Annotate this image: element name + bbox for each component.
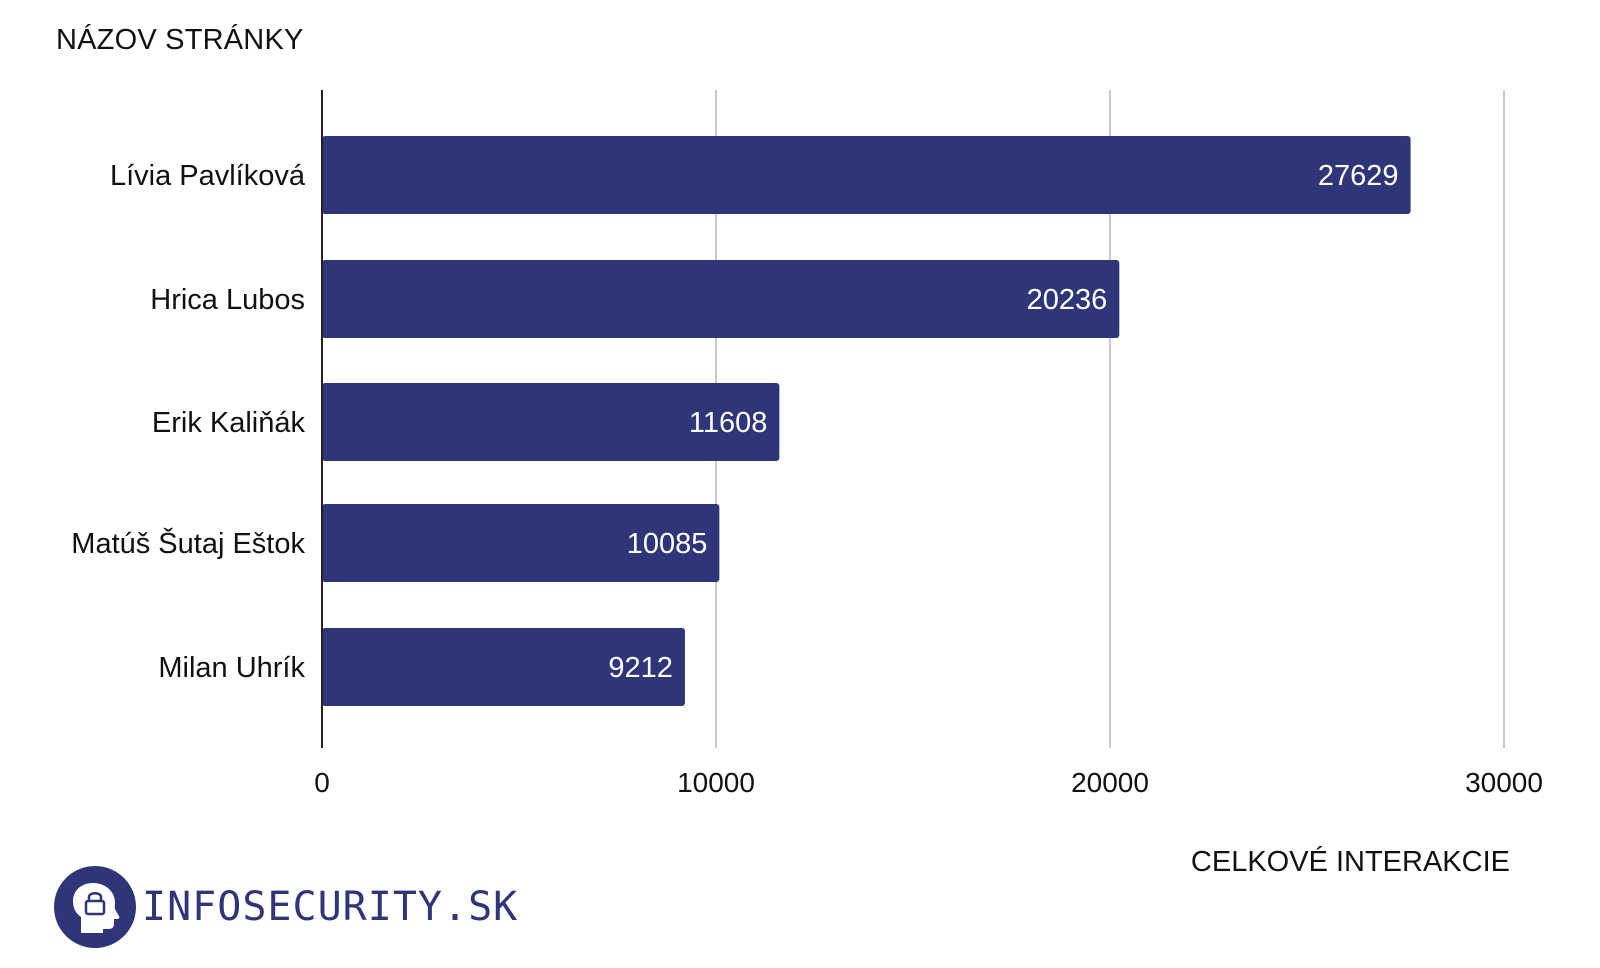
bar-value-label: 11608 — [689, 407, 768, 439]
y-axis-title: NÁZOV STRÁNKY — [56, 24, 304, 56]
category-label: Hrica Lubos — [150, 284, 305, 316]
bar — [322, 136, 1411, 214]
x-tick-label: 30000 — [1465, 767, 1543, 798]
brand-name: INFOSECURITY.SK — [142, 884, 519, 930]
bar — [322, 260, 1120, 338]
x-axis-title: CELKOVÉ INTERAKCIE — [1190, 846, 1510, 878]
category-label: Erik Kaliňák — [152, 407, 306, 439]
category-label: Lívia Pavlíková — [110, 160, 306, 192]
x-tick-label: 0 — [314, 767, 330, 798]
x-tick-label: 10000 — [677, 767, 755, 798]
bar — [322, 383, 780, 461]
bar-value-label: 27629 — [1318, 160, 1399, 192]
x-tick-label: 20000 — [1071, 767, 1149, 798]
bar — [322, 504, 720, 582]
brand-logo: INFOSECURITY.SK — [54, 866, 518, 948]
bar — [322, 628, 685, 706]
bar-value-label: 20236 — [1027, 284, 1108, 316]
bar-value-label: 9212 — [608, 652, 673, 684]
bar-value-label: 10085 — [627, 528, 708, 560]
head-with-padlock-icon — [54, 866, 136, 948]
category-label: Matúš Šutaj Eštok — [71, 526, 305, 560]
category-label: Milan Uhrík — [158, 652, 305, 684]
